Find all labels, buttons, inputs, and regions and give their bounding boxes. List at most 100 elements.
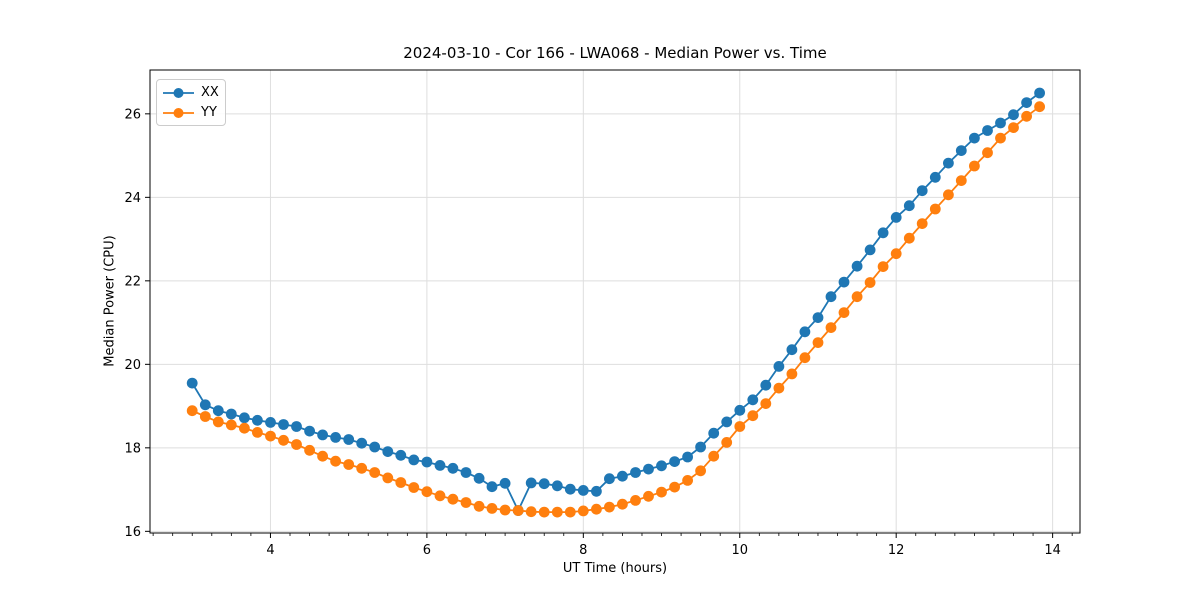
series-yy-marker [225, 419, 237, 431]
y-tick-label: 22 [124, 274, 141, 289]
series-xx-marker [604, 473, 615, 485]
series-xx-marker [708, 427, 720, 439]
series-xx-marker [1008, 109, 1019, 121]
series-yy-marker [512, 505, 524, 516]
series-xx-marker [252, 414, 263, 426]
series-yy-marker [734, 421, 746, 432]
series-yy-marker [825, 322, 837, 333]
series-xx-marker [995, 117, 1006, 129]
legend: XX YY [156, 79, 226, 126]
plot-border [149, 69, 1081, 534]
series-xx-marker [721, 416, 733, 428]
series-yy-marker [669, 481, 680, 493]
series-xx-marker [747, 394, 759, 406]
series-xx-marker [343, 434, 355, 445]
series-xx-marker [838, 276, 850, 288]
series-yy-marker [943, 189, 954, 201]
series-yy-marker [786, 368, 798, 380]
series-xx-marker [773, 361, 785, 372]
series-xx-marker [525, 477, 537, 489]
x-axis-label: UT Time (hours) [562, 561, 668, 576]
series-xx-marker [903, 200, 915, 212]
series-xx-marker [486, 481, 498, 493]
series-yy-marker [265, 430, 276, 442]
series-yy-marker [486, 503, 498, 514]
series-yy-marker [278, 434, 289, 446]
series-yy-marker [577, 505, 589, 517]
series-xx-marker [577, 485, 589, 496]
series-xx-marker [929, 171, 941, 183]
series-xx-marker [969, 132, 980, 144]
x-tick-label: 14 [1044, 543, 1061, 558]
series-xx-marker [460, 467, 472, 478]
series-xx-marker [382, 446, 394, 457]
series-xx-marker [304, 425, 315, 437]
series-yy-marker [708, 450, 720, 462]
series-yy-marker [239, 422, 250, 434]
series-xx-marker [864, 244, 876, 256]
series-yy-marker [838, 307, 850, 318]
series-xx-marker [317, 429, 328, 441]
series-yy-line [191, 105, 1041, 513]
series-xx-marker [278, 419, 289, 430]
series-yy-marker [969, 160, 980, 172]
series-xx-marker [656, 460, 667, 472]
series-xx-marker [825, 291, 837, 303]
y-axis-label: Median Power (CPU) [102, 235, 118, 367]
series-xx-marker [786, 344, 798, 356]
series-xx-marker [617, 470, 628, 482]
series-yy-marker [499, 504, 511, 516]
series-yy-marker [421, 486, 433, 498]
series-yy-marker [408, 482, 420, 493]
series-yy-marker [812, 337, 824, 348]
series-yy-marker [630, 495, 641, 506]
series-yy-marker [447, 493, 459, 505]
series-yy-marker [682, 475, 693, 486]
legend-line-marker-xx-icon [163, 87, 194, 98]
series-yy-marker [995, 132, 1006, 144]
series-xx-marker [734, 404, 746, 416]
series-yy-marker [643, 490, 654, 502]
series-xx-marker [239, 412, 250, 424]
series-xx-marker [356, 437, 368, 449]
series-yy-marker [929, 203, 941, 215]
series-xx-marker [199, 399, 211, 411]
series-xx-marker [186, 377, 198, 389]
series-yy-marker [343, 459, 355, 470]
series-xx-marker [877, 227, 889, 239]
x-tick-label: 6 [423, 543, 431, 558]
series-xx-marker [291, 421, 302, 432]
legend-label-xx: XX [201, 85, 219, 100]
legend-label-yy: YY [201, 105, 217, 120]
series-xx-marker [473, 472, 485, 484]
series-yy-marker [591, 503, 602, 515]
x-tick-label: 8 [579, 543, 587, 558]
series-xx-marker [760, 379, 772, 391]
series-yy-marker [982, 147, 993, 159]
y-tick-label: 20 [124, 358, 141, 373]
series-xx-marker [225, 408, 237, 420]
series-yy-marker [212, 416, 224, 428]
series-yy-marker [851, 291, 863, 303]
series-xx-marker [695, 441, 706, 453]
x-tick-label: 4 [266, 543, 274, 558]
legend-item-yy: YY [163, 103, 217, 122]
series-yy-marker [617, 498, 628, 510]
series-yy-marker [890, 248, 902, 260]
series-xx-marker [812, 312, 824, 323]
series-yy-marker [955, 175, 967, 187]
series-xx-marker [421, 456, 433, 468]
series-xx-marker [395, 449, 407, 461]
series-yy-marker [721, 437, 733, 448]
series-yy-marker [473, 500, 485, 512]
series-yy-marker [551, 506, 563, 518]
series-xx-marker [499, 477, 511, 489]
series-yy-marker [369, 467, 381, 478]
series-yy-marker [903, 232, 915, 244]
series-xx-marker [265, 417, 276, 428]
series-xx-marker [799, 326, 811, 338]
series-xx-marker [330, 432, 341, 443]
series-xx-marker [434, 460, 446, 471]
series-xx-marker [564, 483, 576, 495]
